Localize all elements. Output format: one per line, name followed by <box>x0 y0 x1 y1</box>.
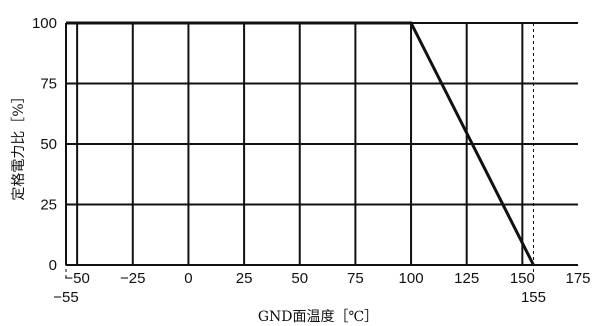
x-tick-label: 50 <box>291 270 308 287</box>
x-tick-labels: −50 −25 0 25 50 75 100 125 150 175 <box>64 270 590 287</box>
reference-label: 155 <box>521 289 546 306</box>
x-tick-label: 125 <box>454 270 479 287</box>
reference-lines <box>65 23 534 279</box>
x-tick-label: 0 <box>184 270 192 287</box>
grid <box>65 22 578 266</box>
y-tick-labels: 0 25 50 75 100 <box>32 15 57 274</box>
x-axis-label: GND面温度［℃］ <box>258 309 378 325</box>
x-tick-label: −50 <box>64 270 89 287</box>
y-tick-label: 100 <box>32 15 57 32</box>
y-tick-label: 0 <box>49 257 57 274</box>
x-tick-label: 75 <box>347 270 364 287</box>
x-tick-label: 175 <box>565 270 590 287</box>
y-tick-label: 50 <box>40 136 57 153</box>
y-tick-label: 25 <box>40 197 57 214</box>
reference-labels: −55 155 <box>53 289 546 306</box>
y-axis-label: 定格電力比［%］ <box>11 89 27 200</box>
x-tick-label: −25 <box>120 270 145 287</box>
x-tick-label: 25 <box>236 270 253 287</box>
reference-label: −55 <box>53 289 78 306</box>
x-tick-label: 150 <box>510 270 535 287</box>
series <box>65 21 535 266</box>
x-tick-label: 100 <box>399 270 424 287</box>
y-tick-label: 75 <box>40 76 57 93</box>
